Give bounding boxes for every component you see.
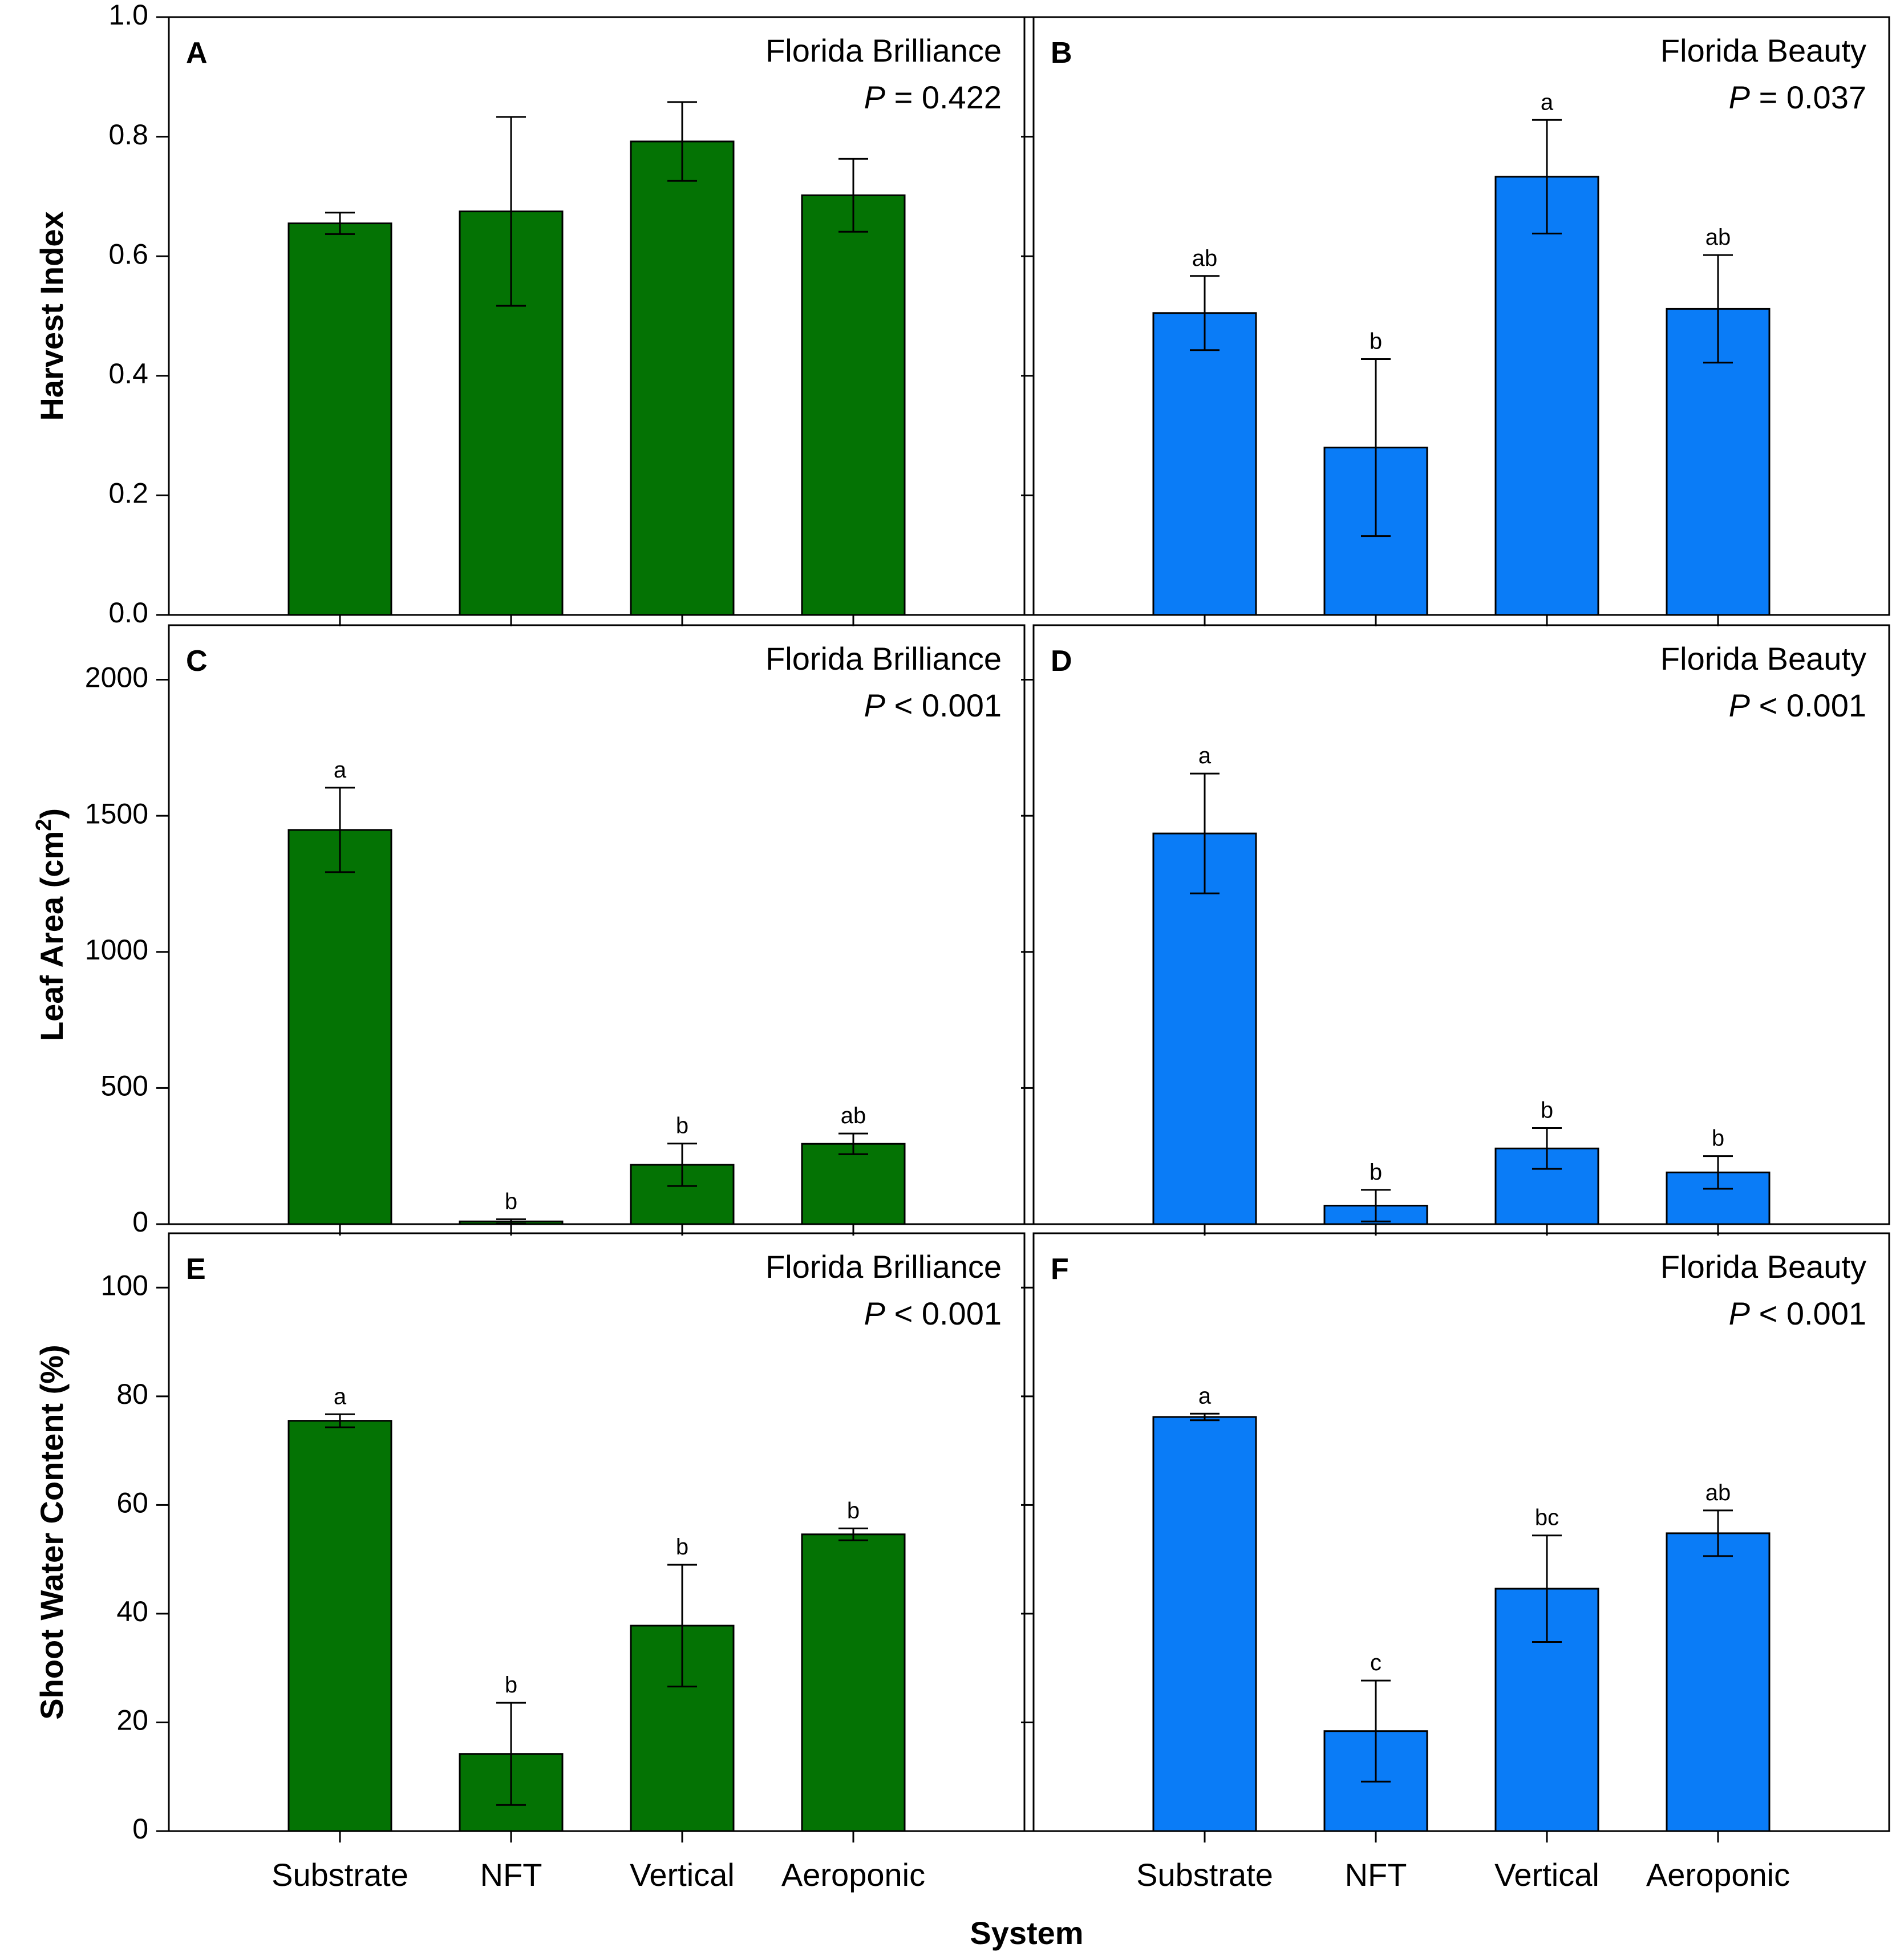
panel-c-ytick-label: 500 [101, 1070, 148, 1102]
panel-d-frame [1032, 624, 1890, 1225]
panel-f-cultivar: Florida Beauty [1660, 1249, 1866, 1285]
panel-c-bar-aeroponic [801, 1143, 906, 1225]
panel-a-ytick-label: 0.0 [108, 597, 148, 629]
panel-e-sig-letter: b [676, 1534, 688, 1560]
panel-b-sig-letter: ab [1192, 246, 1218, 271]
panel-a-ytick-label: 0.8 [108, 119, 148, 151]
panel-b-bar-substrate [1152, 312, 1257, 616]
panel-e-p-value: P < 0.001 [864, 1295, 1002, 1331]
panel-e-xtick-label-substrate: Substrate [272, 1857, 408, 1893]
panel-c-ylabel: Leaf Area (cm2) [32, 808, 70, 1041]
panel-c-bar-substrate [287, 829, 392, 1225]
panel-f-bar-substrate [1152, 1416, 1257, 1832]
panel-e-ytick-label: 40 [116, 1595, 148, 1627]
panel-d-bar-substrate [1152, 832, 1257, 1225]
panel-a-ytick-label: 1.0 [108, 0, 148, 31]
x-axis-title: System [970, 1915, 1083, 1951]
panel-e-ytick-label: 80 [116, 1378, 148, 1410]
panel-d-sig-letter: b [1712, 1126, 1724, 1151]
panel-e-label: E [186, 1253, 206, 1286]
panel-a-bar-aeroponic [801, 194, 906, 616]
panel-b-bar-vertical [1494, 176, 1599, 616]
panel-f-sig-letter: ab [1705, 1480, 1731, 1505]
panel-e-cultivar: Florida Brilliance [765, 1249, 1002, 1285]
panel-a-ytick-label: 0.2 [108, 477, 148, 509]
panel-d-sig-letter: b [1370, 1160, 1382, 1185]
panel-e-bar-substrate [287, 1420, 392, 1832]
panel-b-sig-letter: b [1370, 329, 1382, 354]
panel-a-p-value: P = 0.422 [864, 79, 1002, 115]
panel-b-label: B [1051, 37, 1072, 70]
panel-c-p-value: P < 0.001 [864, 687, 1002, 723]
panel-e-xtick-label-vertical: Vertical [630, 1857, 735, 1893]
panel-a-ytick-label: 0.4 [108, 358, 148, 390]
panel-c-sig-letter: b [505, 1189, 517, 1214]
panel-c-frame [168, 624, 1026, 1225]
panel-f-sig-letter: a [1198, 1383, 1212, 1408]
panel-e-sig-letter: a [334, 1384, 347, 1409]
panel-d-p-value: P < 0.001 [1729, 687, 1866, 723]
panel-e-sig-letter: b [847, 1498, 860, 1523]
panel-d-label: D [1051, 645, 1072, 678]
panel-a-ytick-label: 0.6 [108, 238, 148, 270]
panel-c-ytick-label: 1000 [85, 934, 148, 966]
panel-f-sig-letter: bc [1535, 1505, 1559, 1530]
panel-f-bar-aeroponic [1666, 1532, 1771, 1832]
panel-c-ytick-label: 2000 [85, 662, 148, 694]
panel-b-cultivar: Florida Beauty [1660, 33, 1866, 68]
panel-a-cultivar: Florida Brilliance [765, 33, 1002, 68]
panel-d-sig-letter: a [1198, 743, 1212, 768]
panel-f-xtick-label-substrate: Substrate [1136, 1857, 1273, 1893]
panel-c-ytick-label: 1500 [85, 797, 148, 829]
panel-f-p-value: P < 0.001 [1729, 1295, 1866, 1331]
panel-a-label: A [186, 37, 208, 70]
panel-e-ytick-label: 0 [132, 1813, 148, 1845]
panel-b-sig-letter: a [1541, 90, 1554, 115]
panel-e-ylabel: Shoot Water Content (%) [34, 1345, 70, 1719]
panel-c-label: C [186, 645, 208, 678]
panel-e-ytick-label: 60 [116, 1487, 148, 1519]
panel-d-sig-letter: b [1541, 1098, 1553, 1123]
panel-d-cultivar: Florida Beauty [1660, 641, 1866, 677]
panel-f-xtick-label-vertical: Vertical [1494, 1857, 1599, 1893]
panel-f-sig-letter: c [1370, 1650, 1382, 1675]
panel-a-bar-substrate [287, 222, 392, 616]
panel-a-ylabel: Harvest Index [34, 211, 70, 420]
panel-b-frame [1032, 16, 1890, 616]
panel-b-sig-letter: ab [1705, 225, 1731, 250]
panel-c-ytick-label: 0 [132, 1206, 148, 1238]
panel-a-bar-vertical [630, 140, 735, 616]
panel-e-ytick-label: 100 [101, 1269, 148, 1301]
panel-e-xtick-label-nft: NFT [480, 1857, 542, 1893]
panel-e-bar-aeroponic [801, 1533, 906, 1832]
panel-c-cultivar: Florida Brilliance [765, 641, 1002, 677]
panel-b-p-value: P = 0.037 [1729, 79, 1866, 115]
panel-e-ytick-label: 20 [116, 1704, 148, 1736]
panel-e-xtick-label-aeroponic: Aeroponic [781, 1857, 925, 1893]
panel-c-sig-letter: ab [841, 1103, 866, 1128]
panel-a-frame [168, 16, 1026, 616]
panel-f-frame [1032, 1232, 1890, 1832]
panel-c-sig-letter: b [676, 1113, 688, 1139]
panel-e-frame [168, 1232, 1026, 1832]
panel-f-xtick-label-nft: NFT [1345, 1857, 1407, 1893]
panel-f-xtick-label-aeroponic: Aeroponic [1646, 1857, 1790, 1893]
panel-f-label: F [1051, 1253, 1069, 1286]
panel-e-sig-letter: b [505, 1673, 517, 1698]
panel-c-sig-letter: a [334, 758, 347, 783]
